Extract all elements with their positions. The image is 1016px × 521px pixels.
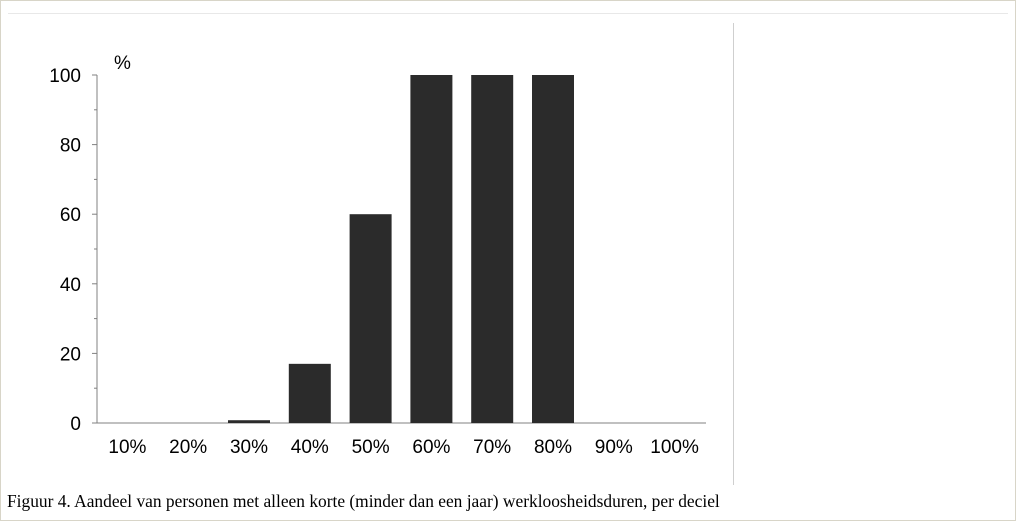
x-tick-label: 40% bbox=[291, 437, 329, 458]
x-tick-label: 70% bbox=[473, 437, 511, 458]
x-tick-label: 30% bbox=[230, 437, 268, 458]
x-axis-labels: 10% 20% 30% 40% 50% 60% 70% 80% 90% 100% bbox=[108, 437, 699, 458]
top-rule bbox=[8, 13, 1008, 14]
x-tick-label: 20% bbox=[169, 437, 207, 458]
column-divider bbox=[733, 23, 734, 485]
x-tick-label: 80% bbox=[534, 437, 572, 458]
bar-60pct bbox=[410, 75, 453, 423]
y-axis-unit-label: % bbox=[114, 53, 131, 74]
y-tick-label: 60 bbox=[60, 205, 81, 226]
x-tick-label: 100% bbox=[650, 437, 699, 458]
x-tick-label: 10% bbox=[108, 437, 146, 458]
y-axis-ticks: 0 20 40 60 80 100 bbox=[49, 66, 97, 435]
bar-40pct bbox=[288, 363, 331, 423]
y-tick-label: 100 bbox=[49, 66, 81, 87]
y-tick-label: 20 bbox=[60, 344, 81, 365]
bar-50pct bbox=[349, 214, 392, 423]
x-tick-label: 50% bbox=[352, 437, 390, 458]
figure-caption: Figuur 4. Aandeel van personen met allee… bbox=[7, 491, 720, 511]
x-tick-label: 90% bbox=[595, 437, 633, 458]
y-tick-label: 80 bbox=[60, 136, 81, 157]
x-tick-label: 60% bbox=[412, 437, 450, 458]
bar-70pct bbox=[471, 75, 514, 423]
bar-chart: % 0 20 40 60 80 100 10% 20% 30% 40% 50% 60% 70% 80% 9… bbox=[49, 53, 706, 458]
bars bbox=[228, 75, 574, 423]
bar-80pct bbox=[532, 75, 574, 423]
y-tick-label: 40 bbox=[60, 275, 81, 296]
y-tick-label: 0 bbox=[70, 414, 81, 435]
bar-30pct bbox=[228, 420, 270, 423]
